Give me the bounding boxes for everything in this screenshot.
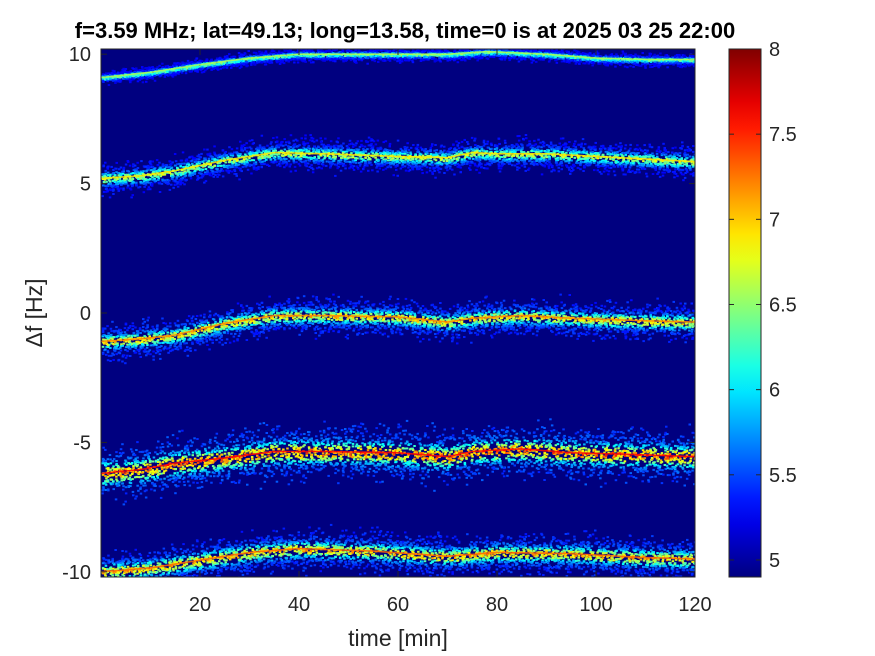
colorbar-tick-label: 8 bbox=[769, 39, 780, 61]
y-tick-label: -5 bbox=[73, 432, 91, 454]
chart-title: f=3.59 MHz; lat=49.13; long=13.58, time=… bbox=[75, 18, 735, 43]
colorbar-ticks: 5 5.5 6 6.5 7 7.5 8 bbox=[729, 39, 797, 572]
trace-3 bbox=[101, 293, 695, 365]
colorbar-tick-label: 5.5 bbox=[769, 465, 797, 487]
x-tick-label: 40 bbox=[288, 594, 310, 616]
y-tick-label: -10 bbox=[62, 562, 91, 584]
y-tick-label: 0 bbox=[80, 303, 91, 325]
colorbar-tick-label: 7 bbox=[769, 209, 780, 231]
y-axis-label: Δf [Hz] bbox=[21, 278, 47, 347]
x-tick-label: 60 bbox=[387, 594, 409, 616]
trace-2 bbox=[101, 134, 695, 199]
colorbar-tick-label: 6 bbox=[769, 380, 780, 402]
y-tick-label: 10 bbox=[69, 44, 91, 66]
colorbar: 5 5.5 6 6.5 7 7.5 8 bbox=[728, 39, 797, 578]
y-axis-ticks: -10 -5 0 5 10 bbox=[62, 44, 695, 584]
trace-5 bbox=[101, 523, 695, 577]
colorbar-bar bbox=[728, 48, 762, 578]
colorbar-tick-label: 6.5 bbox=[769, 294, 797, 316]
colorbar-tick-label: 7.5 bbox=[769, 124, 797, 146]
x-axis-ticks: 20 40 60 80 100 120 bbox=[189, 49, 712, 616]
x-tick-label: 20 bbox=[189, 594, 211, 616]
trace-4 bbox=[101, 418, 695, 506]
x-tick-label: 80 bbox=[486, 594, 508, 616]
plot-area bbox=[100, 48, 696, 578]
spectral-traces bbox=[101, 49, 695, 577]
colorbar-tick-label: 5 bbox=[769, 550, 780, 572]
x-axis-label: time [min] bbox=[348, 625, 448, 651]
x-tick-label: 100 bbox=[579, 594, 612, 616]
y-tick-label: 5 bbox=[80, 174, 91, 196]
x-tick-label: 120 bbox=[678, 594, 711, 616]
trace-1 bbox=[101, 49, 695, 86]
